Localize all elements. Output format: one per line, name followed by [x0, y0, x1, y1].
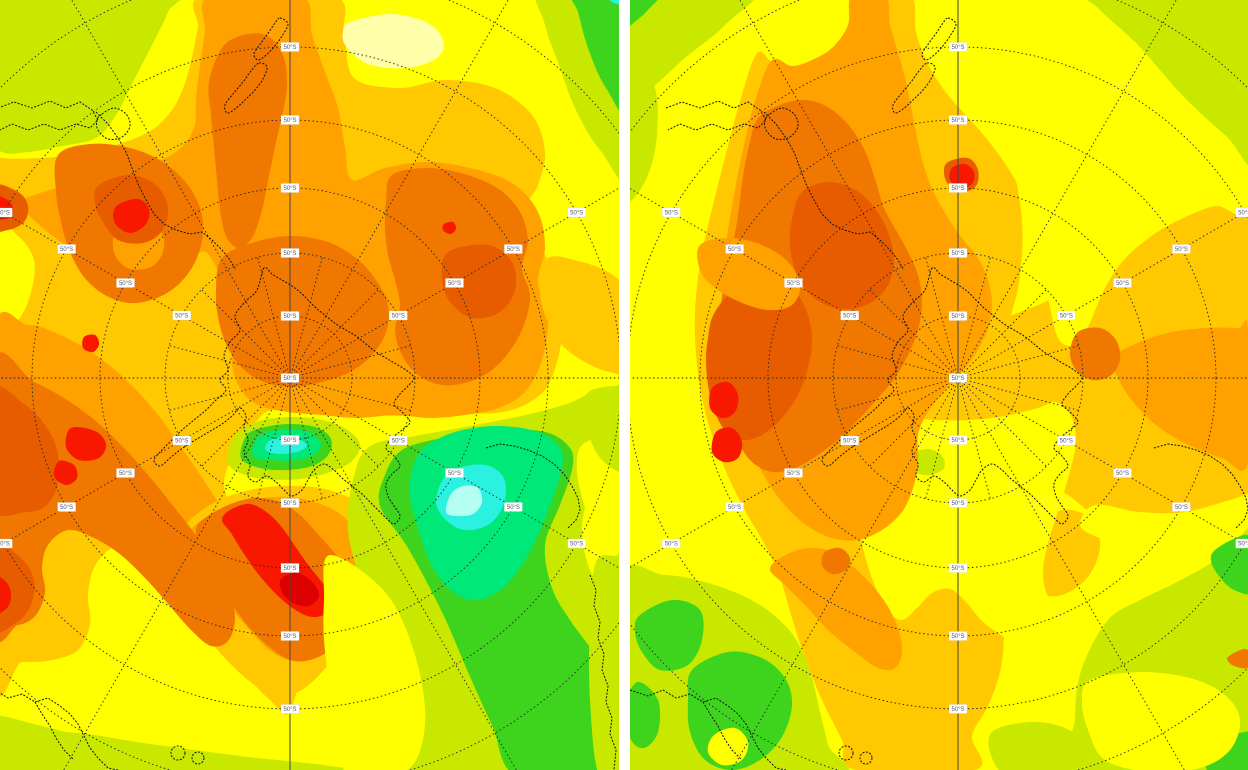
svg-text:50°S: 50°S: [728, 505, 741, 511]
svg-text:50°S: 50°S: [60, 505, 73, 511]
svg-text:50°S: 50°S: [787, 281, 800, 287]
svg-text:50°S: 50°S: [283, 438, 296, 444]
svg-text:50°S: 50°S: [448, 281, 461, 287]
svg-text:50°S: 50°S: [951, 118, 964, 124]
svg-text:50°S: 50°S: [1116, 471, 1129, 477]
svg-text:50°S: 50°S: [283, 251, 296, 257]
svg-text:50°S: 50°S: [1238, 211, 1248, 217]
svg-text:50°S: 50°S: [951, 634, 964, 640]
svg-text:50°S: 50°S: [951, 186, 964, 192]
svg-text:50°S: 50°S: [0, 211, 10, 217]
svg-text:50°S: 50°S: [1060, 439, 1073, 445]
svg-text:50°S: 50°S: [392, 439, 405, 445]
svg-text:50°S: 50°S: [951, 314, 964, 320]
svg-text:50°S: 50°S: [951, 501, 964, 507]
svg-text:50°S: 50°S: [283, 376, 296, 382]
svg-text:50°S: 50°S: [1175, 247, 1188, 253]
svg-text:50°S: 50°S: [119, 471, 132, 477]
svg-text:50°S: 50°S: [392, 314, 405, 320]
svg-text:50°S: 50°S: [283, 45, 296, 51]
svg-text:50°S: 50°S: [283, 501, 296, 507]
svg-text:50°S: 50°S: [951, 707, 964, 713]
svg-text:50°S: 50°S: [665, 211, 678, 217]
svg-text:50°S: 50°S: [1116, 281, 1129, 287]
svg-text:50°S: 50°S: [951, 45, 964, 51]
svg-text:50°S: 50°S: [283, 314, 296, 320]
svg-text:50°S: 50°S: [1175, 505, 1188, 511]
svg-text:50°S: 50°S: [283, 707, 296, 713]
svg-text:50°S: 50°S: [570, 211, 583, 217]
svg-text:50°S: 50°S: [843, 439, 856, 445]
svg-text:50°S: 50°S: [507, 247, 520, 253]
svg-text:50°S: 50°S: [175, 314, 188, 320]
svg-text:50°S: 50°S: [951, 438, 964, 444]
svg-text:50°S: 50°S: [283, 566, 296, 572]
svg-text:50°S: 50°S: [448, 471, 461, 477]
svg-text:50°S: 50°S: [787, 471, 800, 477]
svg-text:50°S: 50°S: [570, 542, 583, 548]
svg-text:50°S: 50°S: [1060, 314, 1073, 320]
svg-text:50°S: 50°S: [951, 376, 964, 382]
svg-text:50°S: 50°S: [283, 186, 296, 192]
svg-text:50°S: 50°S: [951, 251, 964, 257]
svg-text:50°S: 50°S: [283, 634, 296, 640]
svg-text:50°S: 50°S: [665, 542, 678, 548]
svg-text:50°S: 50°S: [843, 314, 856, 320]
svg-text:50°S: 50°S: [0, 542, 10, 548]
svg-text:50°S: 50°S: [951, 566, 964, 572]
svg-text:50°S: 50°S: [728, 247, 741, 253]
svg-text:50°S: 50°S: [1238, 542, 1248, 548]
svg-text:50°S: 50°S: [175, 439, 188, 445]
svg-text:50°S: 50°S: [60, 247, 73, 253]
svg-text:50°S: 50°S: [283, 118, 296, 124]
svg-text:50°S: 50°S: [507, 505, 520, 511]
svg-text:50°S: 50°S: [119, 281, 132, 287]
